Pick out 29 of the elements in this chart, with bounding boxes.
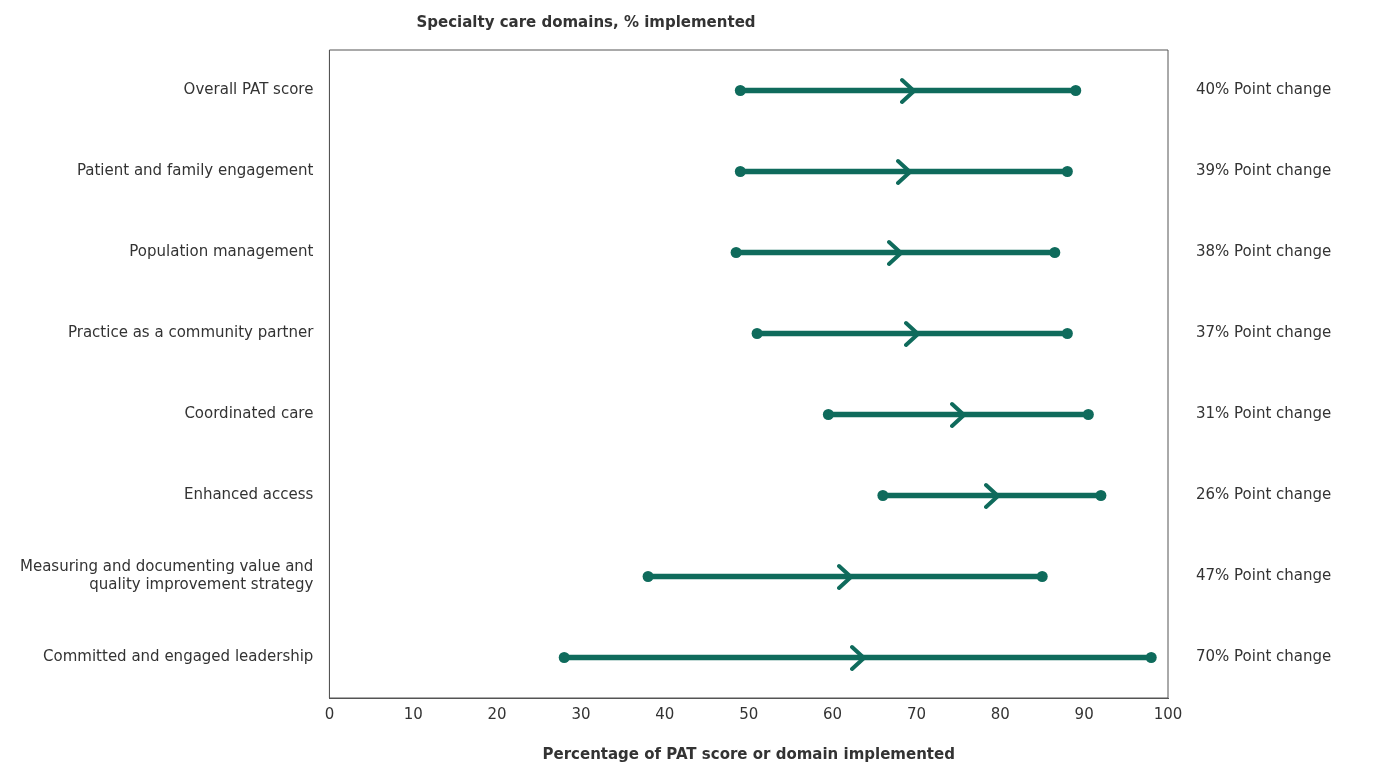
data-label: 26% Point change	[1196, 485, 1332, 504]
data-label: 70% Point change	[1196, 647, 1332, 666]
x-tick-label: 50	[739, 704, 759, 723]
y-tick-label: Practice as a community partner	[67, 323, 315, 342]
chart-title: Specialty care domains, % implemented	[416, 12, 756, 31]
x-tick-label: 0	[324, 704, 335, 723]
x-tick-label: 10	[403, 704, 423, 723]
data-label: 38% Point change	[1196, 242, 1332, 261]
x-tick-label: 100	[1153, 704, 1183, 723]
x-tick-label: 70	[906, 704, 926, 723]
x-tick-label: 60	[823, 704, 843, 723]
data-label: 31% Point change	[1196, 404, 1332, 423]
x-tick-label: 80	[990, 704, 1010, 723]
x-axis-title: Percentage of PAT score or domain implemented	[542, 744, 955, 763]
y-tick-label: Measuring and documenting value and quality improvement strategy	[19, 557, 314, 594]
data-label: 47% Point change	[1196, 566, 1332, 585]
x-tick-label: 90	[1074, 704, 1094, 723]
y-tick-label: Patient and family engagement	[76, 161, 314, 180]
x-tick-label: 40	[655, 704, 675, 723]
y-tick-label: Committed and engaged leadership	[43, 647, 314, 666]
data-label: 37% Point change	[1196, 323, 1332, 342]
x-tick-label: 20	[487, 704, 507, 723]
x-tick-label: 30	[571, 704, 591, 723]
y-tick-label: Enhanced access	[183, 485, 314, 504]
y-tick-label: Coordinated care	[184, 404, 314, 423]
y-tick-label: Population management	[129, 242, 314, 261]
data-label: 39% Point change	[1196, 161, 1332, 180]
data-label: 40% Point change	[1196, 80, 1332, 99]
y-tick-label: Overall PAT score	[183, 80, 314, 99]
